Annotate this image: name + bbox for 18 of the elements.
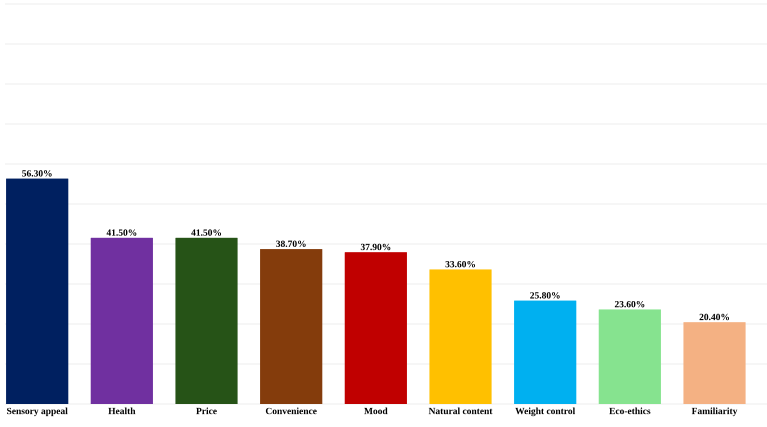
data-label: 41.50%	[106, 229, 136, 236]
x-tick-label: Mood	[364, 408, 388, 414]
data-label: 41.50%	[191, 229, 222, 236]
x-tick-label: Sensory appeal	[7, 408, 68, 416]
data-label: 37.90%	[360, 244, 390, 250]
x-tick-label: Price	[196, 408, 217, 414]
x-tick-label: Familiarity	[692, 408, 738, 416]
data-label: 33.60%	[445, 260, 476, 268]
x-tick-label: Eco-ethics	[609, 408, 650, 414]
x-tick-label: Health	[108, 408, 136, 414]
data-label: 20.40%	[700, 314, 730, 320]
x-tick-label: Natural content	[428, 408, 492, 414]
data-label: 23.60%	[614, 300, 644, 308]
data-label: 38.70%	[276, 240, 306, 248]
data-label: 25.80%	[530, 292, 560, 299]
x-tick-label: Convenience	[266, 408, 317, 414]
x-tick-label: Weight control	[515, 408, 576, 416]
data-label: 56.30%	[22, 170, 52, 177]
